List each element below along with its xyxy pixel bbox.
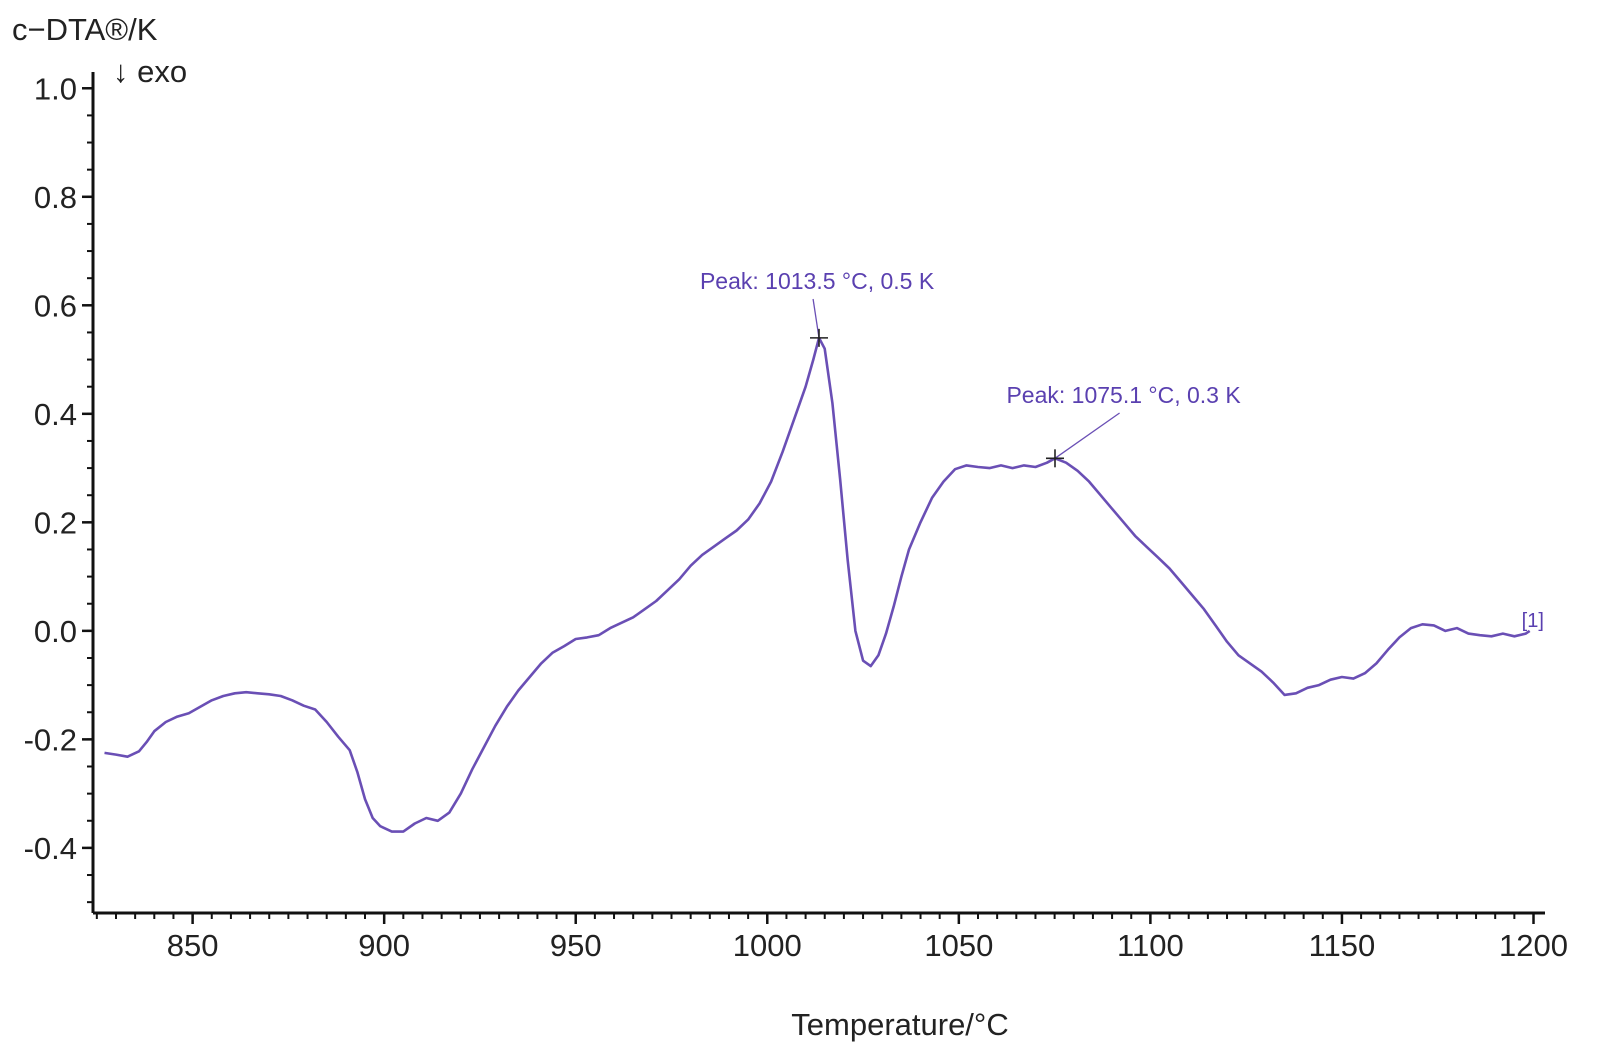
x-tick-label: 1200 (1499, 928, 1568, 963)
annotation-leader (1054, 412, 1120, 459)
x-tick-label: 1100 (1117, 928, 1184, 963)
x-tick-label: 1050 (924, 928, 993, 963)
y-tick-label: 1.0 (34, 71, 77, 106)
series-label: [1] (1522, 610, 1544, 632)
ticks: 850 900 950 1000 1050 1100 1150 1200 1.0 0.8 0.6 0.… (24, 71, 1568, 963)
x-tick-label: 950 (550, 928, 602, 963)
peak-annotation: Peak: 1013.5 °C, 0.5 K (700, 268, 935, 294)
x-axis-title: Temperature/°C (791, 1007, 1008, 1042)
y-tick-label: -0.2 (24, 722, 77, 757)
series: [1] (104, 336, 1544, 833)
annotation-leader (812, 298, 820, 338)
y-tick-label: 0.4 (34, 397, 77, 432)
peak-annotation: Peak: 1075.1 °C, 0.3 K (1006, 382, 1241, 408)
y-tick-label: 0.2 (34, 505, 77, 540)
y-axis-title: c−DTA®/K (12, 12, 158, 47)
y-tick-label: 0.8 (34, 180, 77, 215)
x-tick-label: 850 (167, 928, 219, 963)
y-tick-label: 0.6 (34, 288, 77, 323)
y-tick-label: 0.0 (34, 614, 77, 649)
x-tick-label: 1150 (1309, 928, 1376, 963)
annotations: Peak: 1013.5 °C, 0.5 K Peak: 1075.1 °C, 0… (700, 268, 1241, 468)
y-tick-label: -0.4 (24, 831, 77, 866)
x-tick-label: 900 (358, 928, 410, 963)
exo-direction-note: ↓ exo (113, 54, 187, 89)
axes (91, 72, 1545, 915)
dta-curve (104, 336, 1531, 833)
x-tick-label: 1000 (733, 928, 802, 963)
